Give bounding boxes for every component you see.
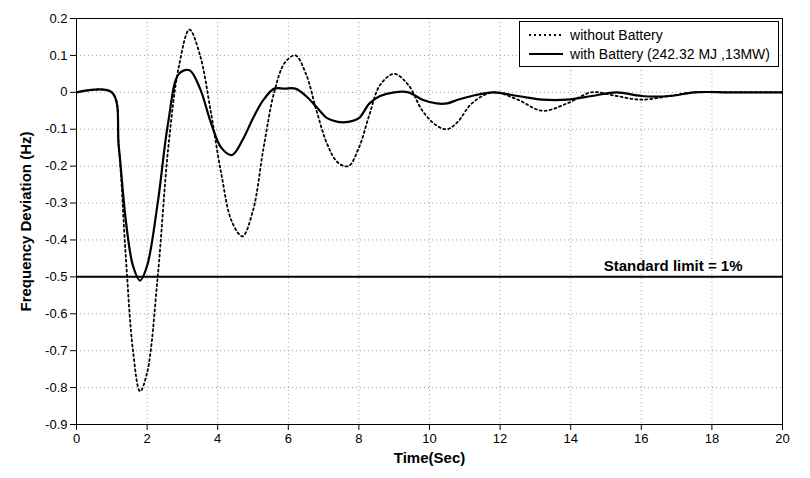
svg-text:20: 20 (775, 431, 789, 446)
svg-text:-0.1: -0.1 (45, 121, 67, 136)
svg-text:-0.3: -0.3 (45, 195, 67, 210)
svg-text:-0.4: -0.4 (45, 232, 67, 247)
svg-text:2: 2 (143, 431, 150, 446)
svg-text:Frequency Deviation (Hz): Frequency Deviation (Hz) (17, 131, 34, 311)
svg-text:-0.6: -0.6 (45, 306, 67, 321)
svg-text:-0.8: -0.8 (45, 380, 67, 395)
svg-text:0.2: 0.2 (49, 11, 67, 26)
svg-text:Standard limit = 1%: Standard limit = 1% (604, 257, 743, 274)
svg-text:-0.5: -0.5 (45, 269, 67, 284)
svg-text:Time(Sec): Time(Sec) (394, 449, 465, 466)
svg-text:0: 0 (73, 431, 80, 446)
html-text:without Battery: without Battery (570, 26, 663, 43)
svg-text:0.1: 0.1 (49, 48, 67, 63)
svg-text:12: 12 (493, 431, 507, 446)
svg-text:18: 18 (705, 431, 719, 446)
svg-text:8: 8 (355, 431, 362, 446)
html-text:with Battery (242.32 MJ ,13MW): with Battery (242.32 MJ ,13MW) (570, 45, 770, 62)
svg-text:14: 14 (563, 431, 577, 446)
svg-text:-0.9: -0.9 (45, 417, 67, 432)
svg-text:0: 0 (60, 84, 67, 99)
svg-text:16: 16 (634, 431, 648, 446)
svg-text:-0.7: -0.7 (45, 343, 67, 358)
svg-text:4: 4 (214, 431, 221, 446)
svg-text:-0.2: -0.2 (45, 158, 67, 173)
svg-text:10: 10 (422, 431, 436, 446)
svg-text:6: 6 (285, 431, 292, 446)
